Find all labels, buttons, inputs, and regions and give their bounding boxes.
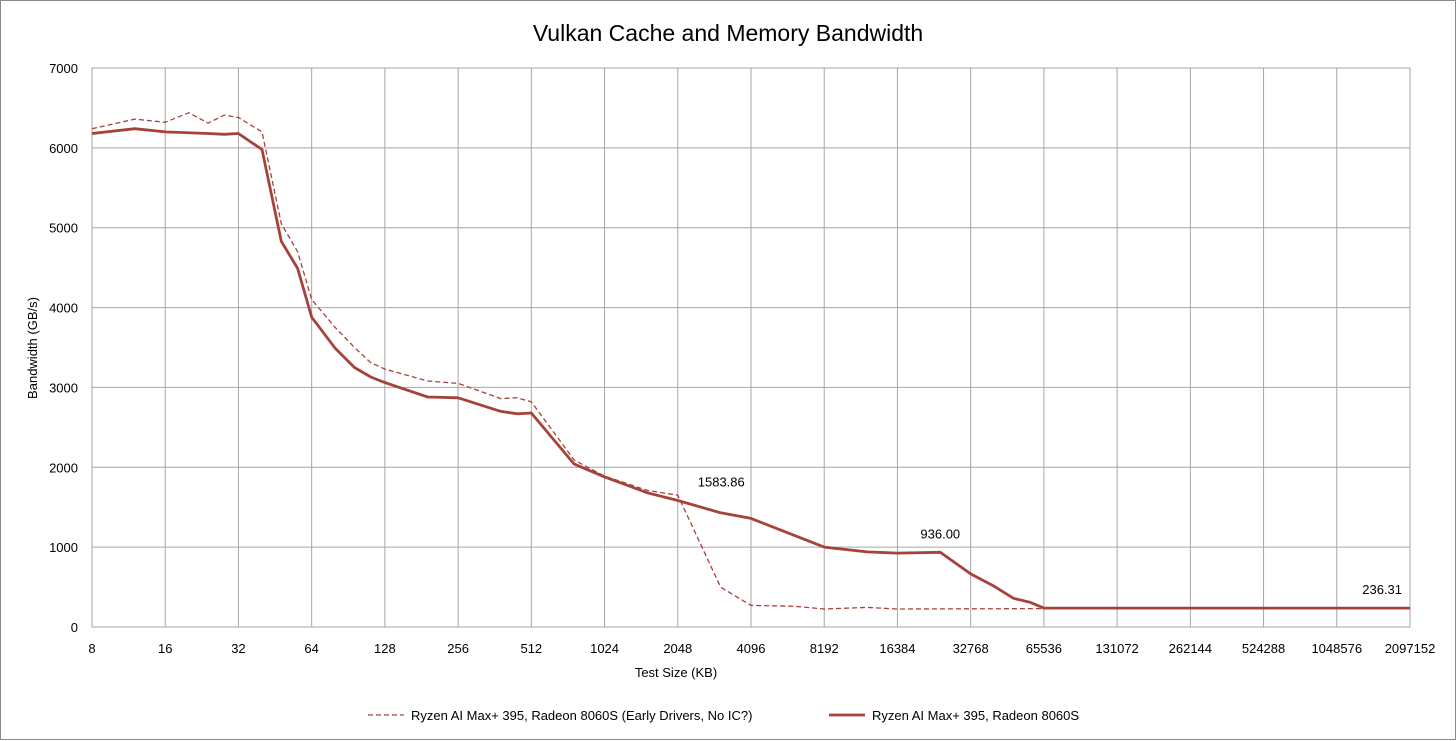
- data-label: 236.31: [1362, 582, 1402, 597]
- x-tick-label: 131072: [1095, 641, 1138, 656]
- x-tick-label: 524288: [1242, 641, 1285, 656]
- y-axis-label: Bandwidth (GB/s): [25, 297, 40, 399]
- x-tick-label: 32: [231, 641, 245, 656]
- x-tick-label: 8192: [810, 641, 839, 656]
- y-tick-label: 0: [71, 620, 78, 635]
- x-tick-label: 128: [374, 641, 396, 656]
- x-tick-label: 64: [304, 641, 318, 656]
- x-tick-label: 16384: [879, 641, 915, 656]
- y-tick-label: 1000: [49, 540, 78, 555]
- x-tick-label: 16: [158, 641, 172, 656]
- y-tick-label: 6000: [49, 141, 78, 156]
- plot-area-border: [91, 67, 1411, 628]
- x-tick-label: 8: [88, 641, 95, 656]
- y-tick-label: 7000: [49, 61, 78, 76]
- x-tick-label: 2097152: [1385, 641, 1436, 656]
- legend-label: Ryzen AI Max+ 395, Radeon 8060S: [872, 708, 1079, 723]
- x-tick-label: 1024: [590, 641, 619, 656]
- y-tick-label: 3000: [49, 380, 78, 395]
- series-lines: [91, 112, 1410, 610]
- x-tick-label: 65536: [1026, 641, 1062, 656]
- gridlines: [91, 67, 1411, 628]
- y-tick-label: 5000: [49, 221, 78, 236]
- data-annotations: 1583.86 936.00 236.31: [698, 475, 1402, 598]
- x-tick-label: 2048: [663, 641, 692, 656]
- y-tick-label: 2000: [49, 460, 78, 475]
- data-label: 936.00: [920, 526, 960, 541]
- legend: Ryzen AI Max+ 395, Radeon 8060S (Early D…: [368, 708, 1079, 723]
- y-tick-label: 4000: [49, 301, 78, 316]
- series-line-current: [91, 127, 1410, 610]
- legend-label: Ryzen AI Max+ 395, Radeon 8060S (Early D…: [411, 708, 752, 723]
- data-label: 1583.86: [698, 475, 745, 490]
- x-axis-label: Test Size (KB): [635, 665, 717, 680]
- chart-title: Vulkan Cache and Memory Bandwidth: [533, 20, 923, 46]
- x-tick-label: 262144: [1169, 641, 1212, 656]
- x-tick-label: 1048576: [1311, 641, 1362, 656]
- x-tick-label: 4096: [737, 641, 766, 656]
- y-tick-labels: 0 1000 2000 3000 4000 5000 6000 7000: [49, 61, 78, 635]
- x-tick-label: 256: [447, 641, 469, 656]
- x-tick-label: 32768: [953, 641, 989, 656]
- x-tick-label: 512: [520, 641, 542, 656]
- x-tick-labels: 8 16 32 64 128 256 512 1024 2048 4096 8192 16384 327…: [88, 641, 1435, 656]
